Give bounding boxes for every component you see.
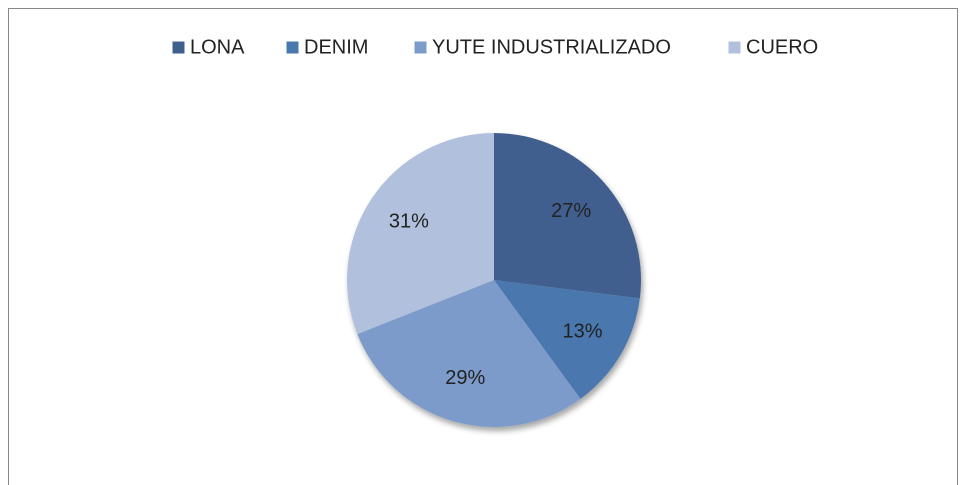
pie-slice	[357, 280, 581, 427]
legend-swatch	[285, 40, 300, 55]
pie-slice	[346, 133, 494, 335]
pie-slice	[494, 280, 640, 399]
data-label: 13%	[563, 321, 603, 343]
legend-swatch	[413, 40, 428, 55]
legend-swatch	[727, 40, 742, 55]
data-label: 29%	[445, 367, 485, 389]
data-label: 31%	[389, 210, 429, 232]
legend-label: CUERO	[746, 36, 818, 58]
pie	[346, 133, 641, 427]
data-label: 27%	[551, 200, 591, 222]
pie-slice	[494, 133, 641, 299]
legend-swatch	[171, 40, 186, 55]
legend-label: DENIM	[304, 36, 368, 58]
chart-frame	[8, 8, 958, 485]
legend-label: YUTE INDUSTRIALIZADO	[432, 36, 671, 58]
legend-label: LONA	[190, 36, 245, 58]
